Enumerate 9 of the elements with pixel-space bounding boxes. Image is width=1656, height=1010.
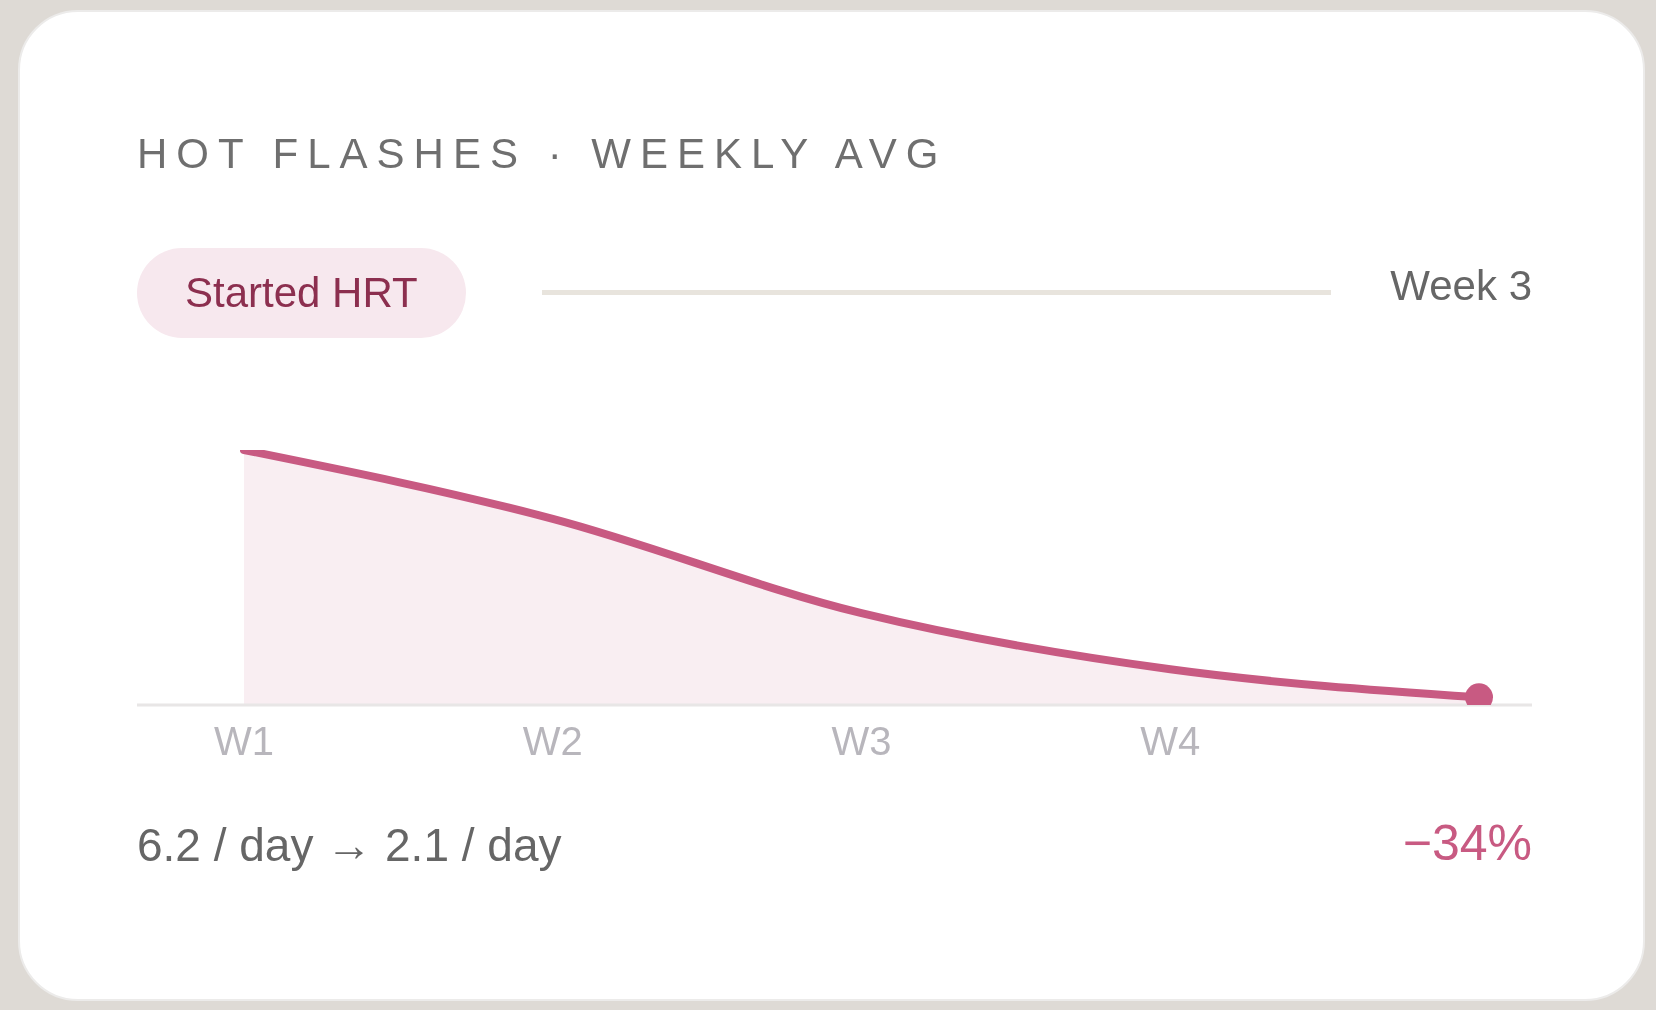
- text: Week 3: [1390, 262, 1532, 310]
- chart-title: HOT FLASHES · WEEKLY AVG: [137, 130, 948, 178]
- text: Started HRT: [137, 248, 466, 338]
- x-tick-label: W2: [522, 719, 583, 764]
- x-tick-label: W3: [831, 719, 892, 764]
- x-tick-label: W4: [1140, 719, 1201, 764]
- x-tick-label: W1: [214, 719, 274, 764]
- text: 6.2 / day → 2.1 / day: [137, 818, 562, 872]
- text: −34%: [1402, 814, 1532, 872]
